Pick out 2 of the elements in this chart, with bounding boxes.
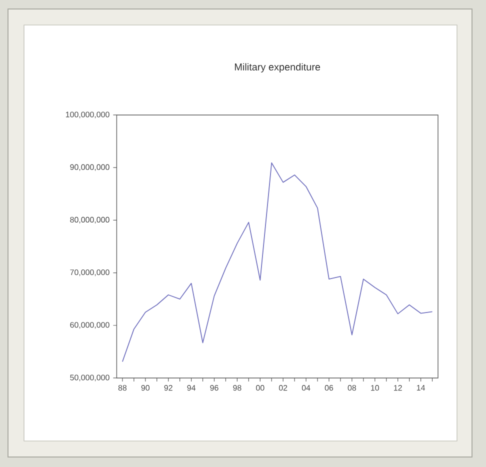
chart-title: Military expenditure [234, 63, 320, 72]
line-series [122, 162, 433, 362]
